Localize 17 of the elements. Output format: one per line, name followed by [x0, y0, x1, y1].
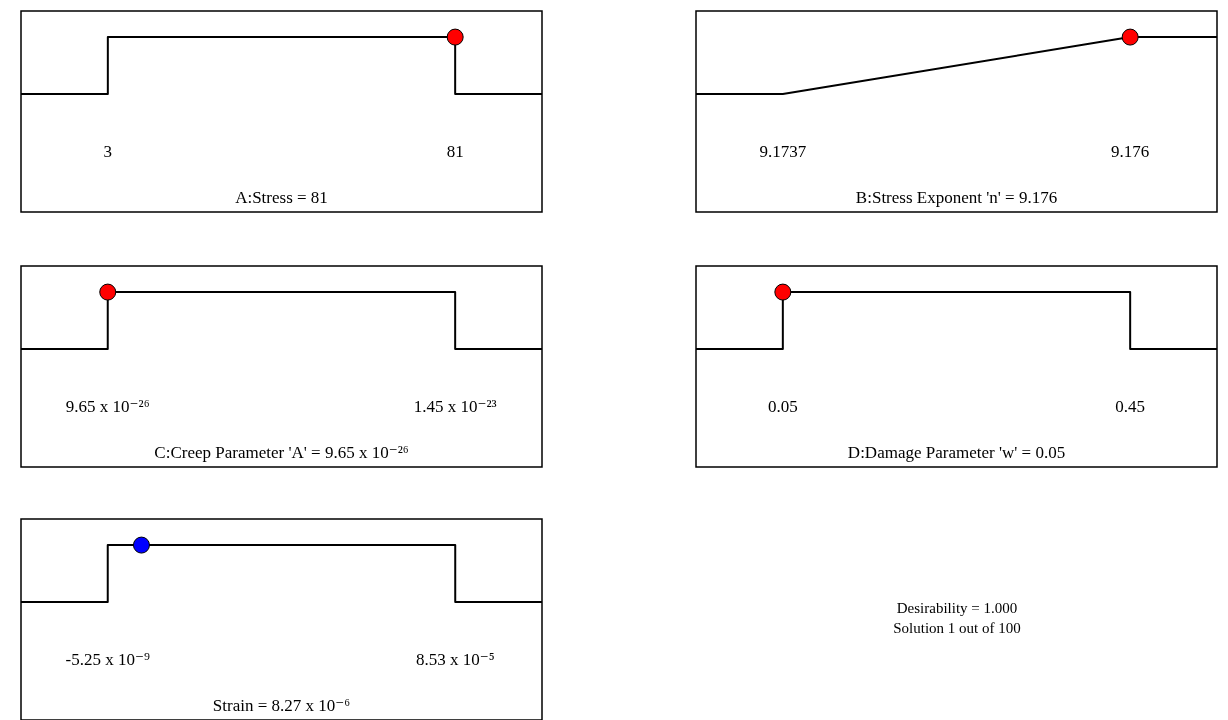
text: Desirability = 1.000 — [895, 599, 1019, 618]
x-tick-label: 81 — [446, 141, 464, 161]
text: Solution 1 out of 100 — [892, 619, 1022, 638]
x-tick-label: 9.65 x 10⁻²⁶ — [65, 396, 150, 416]
x-tick-label: 8.53 x 10⁻⁵ — [415, 649, 495, 669]
x-axis-title: C:Creep Parameter 'A' = 9.65 x 10⁻²⁶ — [154, 443, 409, 463]
x-tick-label: 9.1737 — [759, 141, 807, 161]
x-tick-label: 0.45 — [1115, 396, 1146, 416]
x-tick-label: -5.25 x 10⁻⁹ — [65, 649, 150, 669]
x-tick-label: 3 — [103, 141, 113, 161]
x-tick-label: 1.45 x 10⁻²³ — [413, 396, 497, 416]
x-axis-title: D:Damage Parameter 'w' = 0.05 — [847, 443, 1066, 463]
x-axis-title: A:Stress = 81 — [235, 188, 328, 208]
x-axis-title: Strain = 8.27 x 10⁻⁶ — [212, 696, 351, 716]
x-tick-label: 0.05 — [767, 396, 798, 416]
x-axis-title: B:Stress Exponent 'n' = 9.176 — [855, 188, 1058, 208]
x-tick-label: 9.176 — [1111, 141, 1150, 161]
